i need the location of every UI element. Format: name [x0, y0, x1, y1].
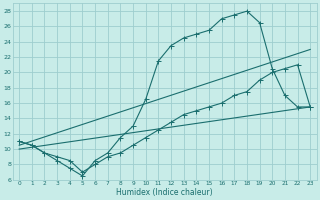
X-axis label: Humidex (Indice chaleur): Humidex (Indice chaleur): [116, 188, 213, 197]
